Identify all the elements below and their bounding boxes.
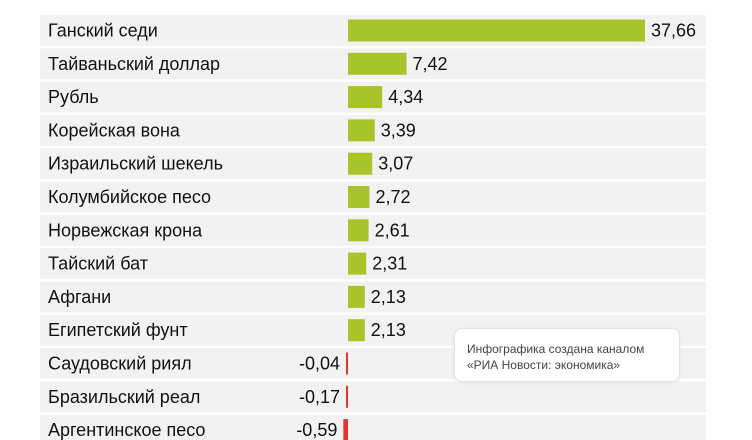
category-label: Бразильский реал	[48, 387, 200, 407]
bar	[348, 319, 365, 342]
bar	[348, 252, 367, 275]
bar	[343, 419, 348, 440]
row-background	[40, 248, 706, 280]
bar	[346, 352, 348, 375]
infographic-credit-note: Инфографика создана каналом «РИА Новости…	[454, 328, 680, 382]
value-label: 2,31	[372, 254, 407, 274]
category-label: Корейская вона	[48, 120, 181, 140]
category-label: Саудовский риял	[48, 354, 192, 374]
value-label: 2,72	[375, 187, 410, 207]
bar	[348, 86, 383, 109]
credit-line-1: Инфографика создана каналом	[467, 342, 645, 356]
credit-line-2: «РИА Новости: экономика»	[467, 358, 621, 372]
bar	[348, 285, 365, 308]
bar	[348, 119, 375, 142]
category-label: Тайваньский доллар	[48, 54, 220, 74]
category-label: Рубль	[48, 87, 99, 107]
bar	[346, 385, 348, 408]
row-background	[40, 281, 706, 313]
category-label: Аргентинское песо	[48, 420, 205, 440]
category-label: Ганский седи	[48, 21, 158, 41]
value-label: 7,42	[413, 54, 448, 74]
row-background	[40, 148, 706, 180]
category-label: Тайский бат	[48, 254, 148, 274]
bar	[348, 219, 369, 242]
row-background	[40, 181, 706, 213]
category-label: Египетский фунт	[48, 320, 188, 340]
value-label: 2,61	[375, 220, 410, 240]
bar	[348, 19, 645, 42]
bar	[348, 152, 373, 175]
value-label: -0,59	[296, 420, 337, 440]
bar	[348, 186, 370, 208]
row-background	[40, 214, 706, 246]
value-label: 2,13	[371, 320, 406, 340]
bar	[348, 52, 407, 75]
category-label: Израильский шекель	[48, 154, 223, 174]
value-label: -0,04	[299, 354, 340, 374]
value-label: 4,34	[388, 87, 423, 107]
value-label: -0,17	[299, 387, 340, 407]
value-label: 3,07	[378, 154, 413, 174]
row-background	[40, 414, 706, 440]
category-label: Норвежская крона	[48, 220, 203, 240]
category-label: Афгани	[48, 287, 111, 307]
category-label: Колумбийское песо	[48, 187, 211, 207]
value-label: 37,66	[651, 21, 696, 41]
value-label: 2,13	[371, 287, 406, 307]
value-label: 3,39	[381, 120, 416, 140]
row-background	[40, 381, 706, 413]
